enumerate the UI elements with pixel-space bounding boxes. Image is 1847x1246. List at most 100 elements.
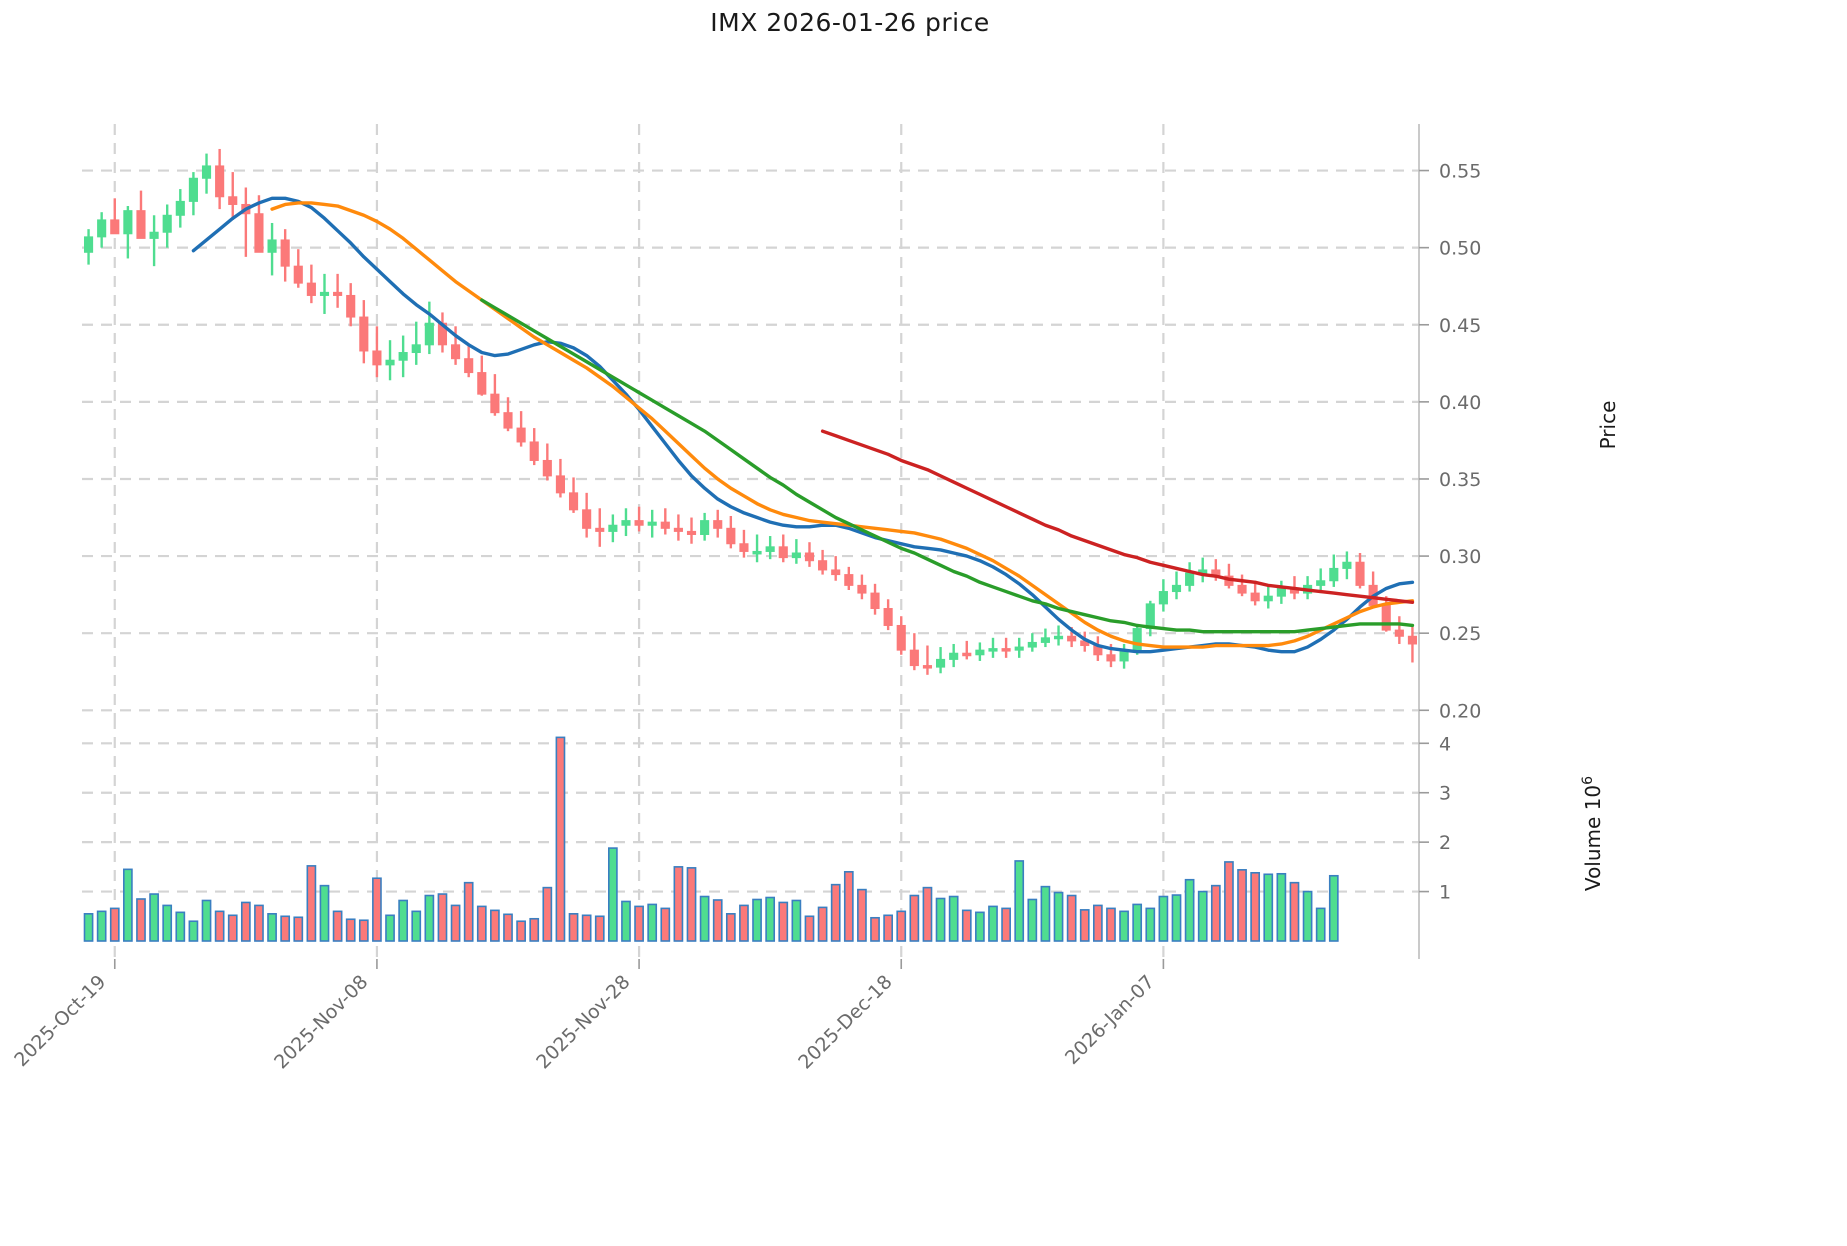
candle-body bbox=[477, 372, 487, 395]
x-tick-label: 2025-Dec-18 bbox=[794, 971, 897, 1074]
volume-bar bbox=[1237, 869, 1247, 942]
candle-body bbox=[909, 649, 919, 667]
volume-bar bbox=[857, 888, 867, 942]
volume-bar bbox=[1079, 909, 1090, 942]
volume-bar bbox=[490, 909, 500, 942]
volume-bar bbox=[988, 905, 998, 942]
volume-bar bbox=[398, 899, 409, 942]
volume-bar bbox=[1132, 903, 1143, 942]
candle-body bbox=[424, 322, 434, 346]
volume-bar bbox=[1106, 907, 1116, 942]
candle-body bbox=[1329, 567, 1339, 582]
volume-bar bbox=[791, 899, 802, 942]
candle-body bbox=[713, 520, 723, 529]
candle-body bbox=[1381, 604, 1391, 631]
volume-bar bbox=[1119, 910, 1129, 942]
volume-bar bbox=[660, 907, 671, 942]
volume-bar bbox=[712, 899, 723, 942]
candle-body bbox=[621, 520, 631, 526]
volume-bar bbox=[647, 903, 658, 942]
volume-bar bbox=[1053, 891, 1064, 942]
volume-bar bbox=[162, 904, 173, 942]
candle-body bbox=[516, 427, 526, 443]
price-tick-label: 0.30 bbox=[1439, 546, 1481, 568]
volume-bar bbox=[673, 866, 684, 942]
candle-body bbox=[228, 196, 238, 205]
candle-body bbox=[1067, 635, 1077, 642]
volume-bar bbox=[358, 919, 369, 942]
candle-body bbox=[962, 652, 972, 657]
ma-line-ma-long bbox=[480, 298, 1415, 634]
volume-bar bbox=[883, 914, 893, 942]
volume-bar bbox=[870, 916, 880, 942]
volume-bar bbox=[1250, 871, 1261, 942]
volume-bar bbox=[293, 916, 304, 942]
candle-body bbox=[136, 210, 146, 239]
volume-bar bbox=[594, 915, 605, 942]
candle-body bbox=[254, 213, 264, 253]
volume-bar bbox=[1289, 881, 1300, 942]
volume-bar bbox=[476, 905, 487, 942]
volume-bar bbox=[752, 898, 762, 942]
volume-bar bbox=[843, 871, 854, 942]
volume-bar bbox=[240, 901, 251, 942]
candle-body bbox=[1106, 654, 1116, 662]
volume-bar bbox=[201, 899, 212, 942]
candle-body bbox=[188, 177, 198, 202]
candle-body bbox=[319, 291, 330, 296]
candle-body bbox=[896, 624, 906, 651]
candle-body bbox=[739, 543, 749, 552]
volume-bar bbox=[1014, 860, 1025, 942]
x-tick-label: 2025-Nov-28 bbox=[532, 971, 634, 1073]
volume-bar bbox=[450, 904, 461, 942]
candle-body bbox=[1276, 587, 1286, 597]
price-tick-label: 0.55 bbox=[1439, 161, 1481, 183]
volume-bar bbox=[909, 894, 920, 942]
volume-bar bbox=[83, 913, 94, 942]
volume-bar bbox=[922, 886, 933, 942]
volume-bar bbox=[214, 910, 225, 942]
moving-average-lines bbox=[191, 196, 1415, 654]
volume-bar bbox=[975, 911, 985, 942]
price-tick-label: 0.40 bbox=[1439, 392, 1481, 414]
volume-bar bbox=[1276, 872, 1287, 942]
volume-bar bbox=[516, 920, 526, 942]
candle-body bbox=[1132, 628, 1142, 651]
volume-tick-label: 4 bbox=[1439, 733, 1451, 755]
volume-bar bbox=[1263, 873, 1274, 942]
volume-bar bbox=[634, 905, 644, 942]
volume-bar bbox=[227, 914, 238, 942]
candle-body bbox=[634, 520, 644, 526]
volume-tick-label: 3 bbox=[1439, 783, 1451, 805]
x-tick-label: 2025-Nov-08 bbox=[270, 971, 372, 1073]
price-tick-label: 0.20 bbox=[1439, 700, 1481, 722]
candle-body bbox=[411, 344, 421, 354]
volume-bar bbox=[123, 868, 133, 942]
candle-body bbox=[857, 584, 867, 594]
candle-body bbox=[818, 560, 828, 571]
candle-body bbox=[765, 546, 775, 552]
volume-bar bbox=[424, 894, 435, 942]
price-tick-label: 0.25 bbox=[1439, 623, 1481, 645]
price-tick-label: 0.45 bbox=[1439, 315, 1481, 337]
candle-body bbox=[346, 294, 356, 318]
volume-bar bbox=[254, 904, 264, 942]
price-axis-title: Price bbox=[1596, 401, 1620, 450]
candle-body bbox=[844, 574, 854, 586]
candle-body bbox=[582, 509, 592, 529]
candle-body bbox=[870, 592, 880, 610]
candle-body bbox=[306, 282, 316, 296]
x-tick-label: 2026-Jan-07 bbox=[1061, 971, 1159, 1069]
volume-bar bbox=[686, 867, 697, 942]
candle-body bbox=[267, 239, 277, 253]
volume-bar bbox=[1158, 895, 1169, 942]
candle-body bbox=[529, 441, 539, 461]
volume-bar bbox=[1224, 861, 1234, 942]
candle-body bbox=[647, 521, 657, 526]
candle-body bbox=[175, 200, 185, 216]
candle-body bbox=[1185, 572, 1195, 586]
volume-bar bbox=[372, 877, 382, 942]
candle-body bbox=[451, 344, 461, 360]
candle-body bbox=[542, 459, 552, 477]
